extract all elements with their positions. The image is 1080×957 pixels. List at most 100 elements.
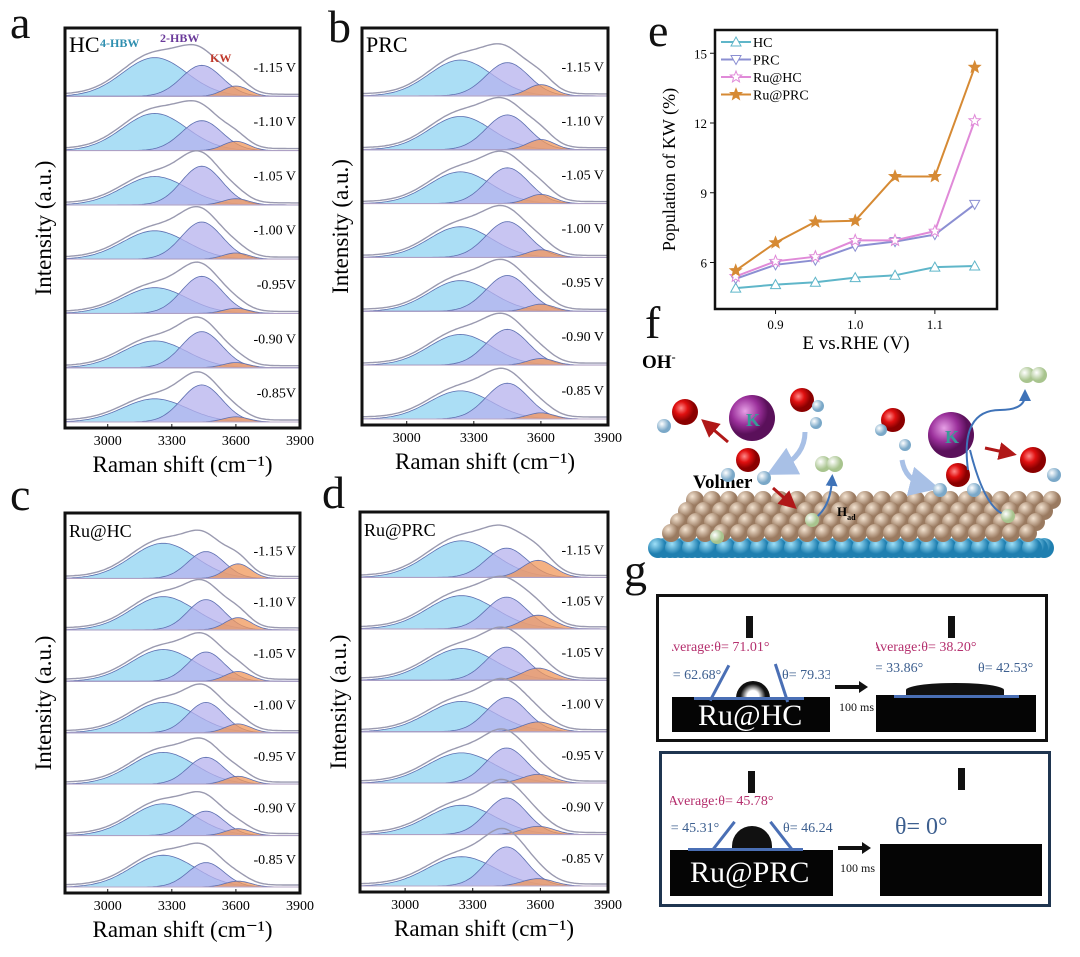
voltage-label: -1.00 V bbox=[253, 699, 296, 714]
voltage-label: -1.10 V bbox=[253, 115, 296, 130]
voltage-label: -1.05 V bbox=[561, 168, 604, 183]
average-angle-label: Average:θ= 38.20° bbox=[876, 640, 977, 655]
spectrum-envelope bbox=[65, 737, 300, 783]
catalyst-surface-lattice bbox=[648, 491, 1061, 558]
oh-label: OH- bbox=[642, 350, 676, 373]
triangle-up-marker bbox=[730, 35, 742, 47]
voltage-label: -0.90 V bbox=[561, 330, 604, 345]
raman-panel-c: -1.15 V -1.10 V -1.05 V -1.00 V -0.95 V -0.90… bbox=[31, 511, 314, 942]
average-angle-label: Average:θ= 45.78° bbox=[670, 794, 774, 809]
ruthenium-atom bbox=[679, 524, 697, 542]
series-ru-at-prc: Ru@PRC bbox=[721, 59, 982, 277]
triangle-down-marker bbox=[730, 55, 742, 66]
sample-label: Ru@HC bbox=[69, 521, 132, 541]
carbon-atom bbox=[1022, 538, 1042, 558]
spectrum-envelope bbox=[64, 842, 300, 886]
left-angle-label: θ= 45.31° bbox=[670, 821, 720, 836]
x-tick-label: 3000 bbox=[94, 899, 122, 914]
star-marker bbox=[729, 69, 743, 84]
spectrum-envelope bbox=[64, 529, 300, 578]
time-label: 100 ms bbox=[840, 861, 876, 875]
x-tick-label: 3300 bbox=[459, 898, 487, 913]
y-tick-label: 9 bbox=[701, 186, 708, 201]
voltage-label: -1.00 V bbox=[561, 698, 604, 713]
x-axis-label: Raman shift (cm⁻¹) bbox=[93, 452, 273, 477]
carbon-atom bbox=[682, 538, 702, 558]
triangle-up-marker bbox=[968, 259, 981, 271]
ruthenium-atom bbox=[832, 524, 850, 542]
voltage-label: -0.95 V bbox=[253, 750, 296, 765]
panel-label-a: a bbox=[10, 0, 31, 48]
spectrum-envelope bbox=[361, 96, 608, 149]
x-axis-label: Raman shift (cm⁻¹) bbox=[394, 916, 574, 941]
panel-label-g: g bbox=[624, 545, 647, 596]
x-tick-label: 3000 bbox=[393, 431, 421, 446]
hydrogen-molecule bbox=[815, 456, 843, 472]
hydrogen-molecule bbox=[1019, 367, 1047, 383]
carbon-atom bbox=[665, 538, 685, 558]
star-marker bbox=[768, 253, 783, 268]
ruthenium-atom bbox=[798, 524, 816, 542]
triangle-down-marker bbox=[968, 199, 981, 211]
star-marker bbox=[808, 214, 823, 228]
carbon-atom bbox=[801, 538, 821, 558]
droplet-photo-before: Average:θ= 71.01° θ= 62.68° θ= 79.33° Ru… bbox=[672, 611, 830, 732]
sample-label: PRC bbox=[366, 32, 408, 57]
voltage-label: -1.05 V bbox=[253, 169, 296, 184]
voltage-label: -0.85V bbox=[257, 387, 296, 402]
star-marker bbox=[848, 213, 863, 227]
carbon-atom bbox=[767, 538, 787, 558]
series-ru-at-hc: Ru@HC bbox=[721, 69, 982, 283]
potassium-ion: K bbox=[729, 395, 775, 441]
ruthenium-atom bbox=[883, 524, 901, 542]
x-tick-label: 3600 bbox=[222, 899, 250, 914]
panel-label-f: f bbox=[645, 297, 661, 348]
arrow-icon bbox=[899, 459, 940, 496]
volmer-label: Volmer bbox=[693, 472, 753, 493]
voltage-label: -1.15 V bbox=[561, 543, 604, 558]
oh-ion-molecule bbox=[1020, 447, 1061, 482]
panel-label-b: b bbox=[328, 1, 351, 52]
legend-4-hbw: 4-HBW bbox=[100, 36, 139, 50]
x-tick-label: 3300 bbox=[460, 431, 488, 446]
voltage-label: -0.85 V bbox=[561, 384, 604, 399]
voltage-label: -1.15 V bbox=[253, 61, 296, 76]
voltage-label: -1.00 V bbox=[253, 224, 296, 239]
arrow-icon bbox=[772, 486, 797, 509]
ruthenium-atom bbox=[866, 524, 884, 542]
triangle-up-marker bbox=[809, 276, 822, 287]
ruthenium-atom bbox=[985, 524, 1003, 542]
substrate bbox=[876, 695, 1036, 732]
carbon-atom bbox=[852, 538, 872, 558]
sample-label: Ru@HC bbox=[698, 699, 803, 732]
spectrum-envelope bbox=[361, 258, 608, 310]
x-tick-label: 3600 bbox=[222, 434, 250, 449]
plot-frame bbox=[713, 28, 999, 311]
legend-label: PRC bbox=[753, 54, 779, 69]
star-marker bbox=[967, 113, 982, 127]
needle bbox=[746, 616, 753, 638]
y-tick-label: 12 bbox=[694, 116, 707, 131]
star-marker bbox=[728, 269, 743, 283]
ruthenium-atom bbox=[917, 524, 935, 542]
legend-label: Ru@PRC bbox=[753, 89, 809, 104]
spectrum-envelope bbox=[64, 43, 300, 95]
plot-frame bbox=[360, 26, 610, 427]
spectrum-envelope bbox=[360, 778, 608, 834]
ruthenium-atom bbox=[1002, 524, 1020, 542]
spectrum-envelope bbox=[359, 728, 608, 782]
star-marker bbox=[848, 233, 863, 247]
carbon-atom bbox=[733, 538, 753, 558]
arrow-icon bbox=[984, 442, 1017, 460]
water-molecule bbox=[790, 388, 824, 429]
voltage-label: -0.95 V bbox=[561, 749, 604, 764]
time-label: 100 ms bbox=[839, 700, 875, 714]
x-tick-label: 3300 bbox=[158, 899, 186, 914]
spectrum-envelope bbox=[362, 150, 608, 203]
spectrum-envelope bbox=[359, 524, 608, 577]
voltage-label: -0.95 V bbox=[561, 276, 604, 291]
ruthenium-atom bbox=[1019, 524, 1037, 542]
series-hc: HC bbox=[721, 35, 981, 293]
water-molecule bbox=[933, 463, 981, 497]
carbon-atom bbox=[716, 538, 736, 558]
